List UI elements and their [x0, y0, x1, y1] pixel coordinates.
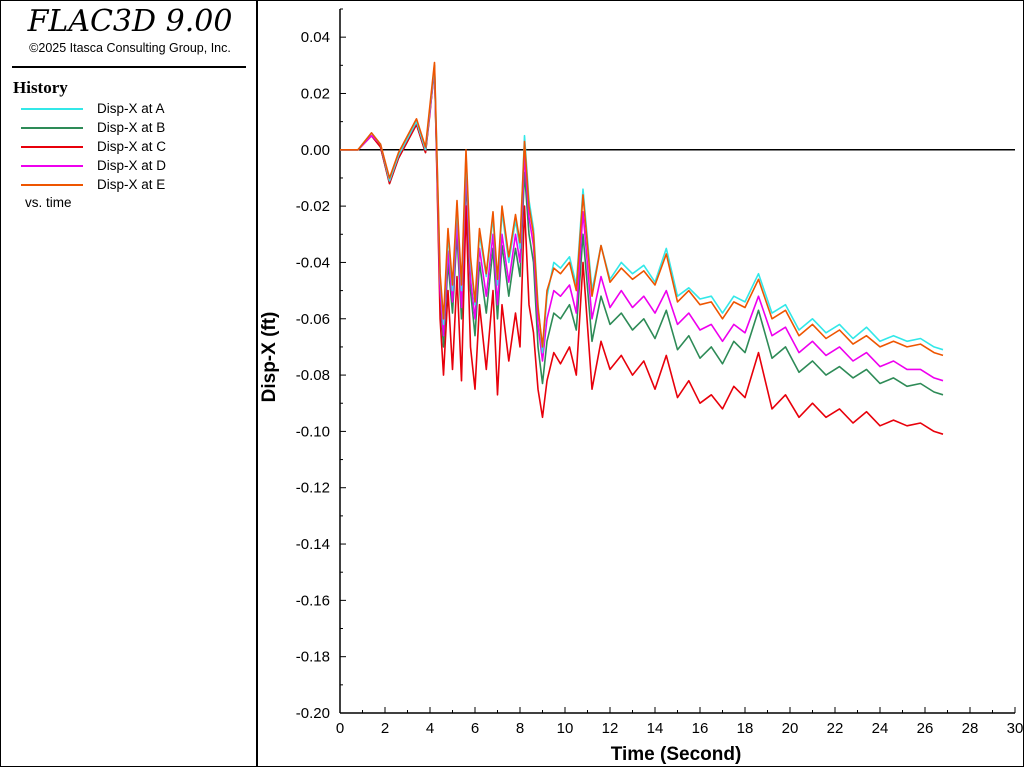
series-line-c	[340, 64, 944, 435]
x-tick-label: 12	[602, 720, 619, 737]
copyright-notice: ©2025 Itasca Consulting Group, Inc.	[29, 41, 231, 55]
legend-swatch-d	[21, 164, 83, 167]
series-line-b	[340, 70, 944, 396]
legend-label-a: Disp-X at A	[97, 101, 165, 116]
series-lines	[340, 61, 944, 435]
series-line-a	[340, 64, 944, 354]
y-tick-label: -0.02	[296, 198, 330, 215]
legend-swatch-a	[21, 107, 83, 110]
series-line-e	[340, 61, 944, 357]
legend-label-d: Disp-X at D	[97, 158, 167, 173]
legend-swatch-b	[21, 126, 83, 129]
y-axis-label: Disp-X (ft)	[259, 312, 280, 403]
legend-item-e: Disp-X at E	[21, 175, 166, 194]
history-heading: History	[13, 78, 68, 97]
y-tick-label: -0.16	[296, 592, 330, 609]
y-tick-label: -0.20	[296, 705, 330, 722]
legend-panel: FLAC3D 9.00 ©2025 Itasca Consulting Grou…	[1, 1, 258, 766]
legend-label-c: Disp-X at C	[97, 139, 167, 154]
y-tick-label: -0.12	[296, 480, 330, 497]
y-tick-label: -0.06	[296, 311, 330, 328]
x-tick-label: 18	[737, 720, 754, 737]
y-tick-label: -0.04	[296, 254, 330, 271]
legend-item-c: Disp-X at C	[21, 137, 166, 156]
legend-label-e: Disp-X at E	[97, 177, 166, 192]
legend-divider	[12, 66, 246, 68]
series-line-d	[340, 67, 944, 382]
x-tick-label: 10	[557, 720, 574, 737]
x-tick-label: 8	[516, 720, 524, 737]
x-tick-label: 0	[336, 720, 344, 737]
x-axis-label: Time (Second)	[611, 744, 742, 765]
app-title: FLAC3D 9.00	[27, 4, 233, 39]
x-tick-label: 28	[962, 720, 979, 737]
y-tick-label: 0.00	[301, 142, 330, 159]
line-chart: Disp-X (ft) Time (Second) 0.04 0.02 0.00 -0…	[259, 8, 1023, 765]
y-tick-label: -0.10	[296, 423, 330, 440]
x-tick-label: 20	[782, 720, 799, 737]
legend-swatch-c	[21, 145, 83, 148]
x-tick-label: 6	[471, 720, 479, 737]
legend-item-a: Disp-X at A	[21, 99, 166, 118]
legend-label-b: Disp-X at B	[97, 120, 166, 135]
axes: 0.04 0.02 0.00 -0.02 -0.04 -0.06 -0.08 -0.10 -0.…	[296, 8, 1023, 737]
x-tick-label: 26	[917, 720, 934, 737]
legend-swatch-e	[21, 183, 83, 186]
x-tick-label: 16	[692, 720, 709, 737]
x-tick-label: 24	[872, 720, 889, 737]
y-tick-label: -0.14	[296, 536, 330, 553]
vs-time-label: vs. time	[25, 195, 72, 210]
x-tick-label: 4	[426, 720, 434, 737]
x-tick-label: 14	[647, 720, 664, 737]
y-tick-label: -0.08	[296, 367, 330, 384]
legend: Disp-X at A Disp-X at B Disp-X at C Disp…	[21, 99, 166, 194]
y-tick-label: -0.18	[296, 649, 330, 666]
y-tick-label: 0.02	[301, 85, 330, 102]
x-tick-label: 22	[827, 720, 844, 737]
x-tick-label: 30	[1007, 720, 1023, 737]
y-tick-label: 0.04	[301, 29, 330, 46]
x-tick-label: 2	[381, 720, 389, 737]
legend-item-d: Disp-X at D	[21, 156, 166, 175]
legend-item-b: Disp-X at B	[21, 118, 166, 137]
